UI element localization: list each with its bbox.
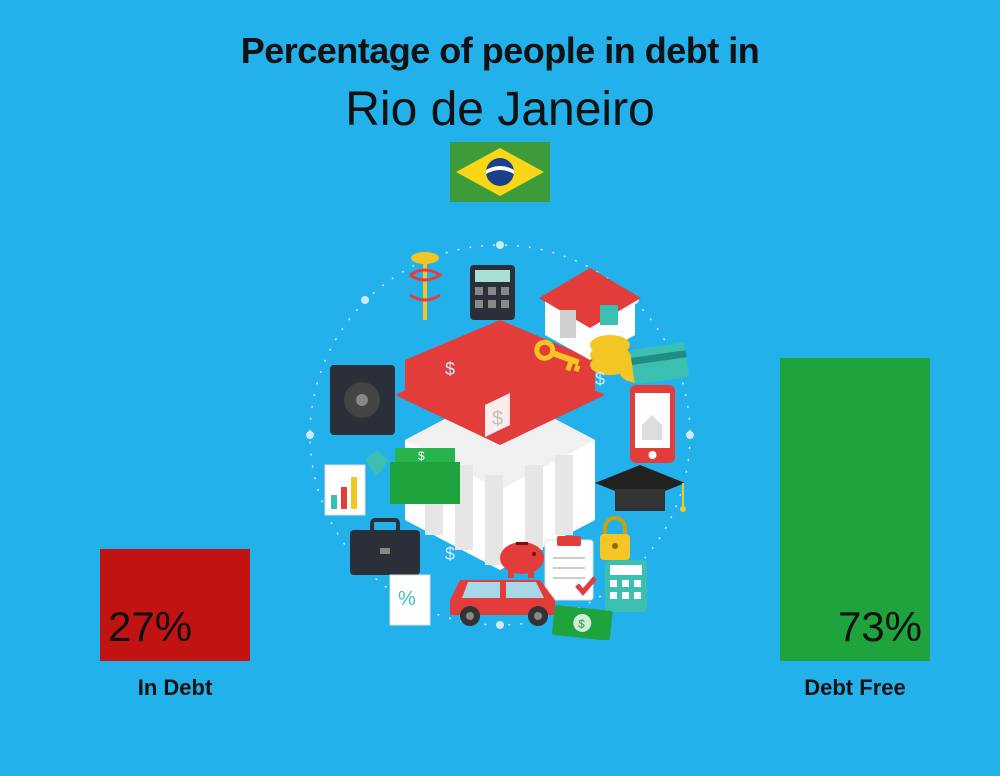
- diamond-icon: [365, 450, 389, 476]
- calculator2-icon: [605, 560, 647, 612]
- bar-debt-free-value: 73%: [838, 603, 922, 651]
- padlock-icon: [600, 518, 630, 560]
- car-icon: [450, 580, 555, 626]
- bar-debt-free-label: Debt Free: [780, 675, 930, 701]
- bar-in-debt-label: In Debt: [100, 675, 250, 701]
- clipboard-icon: [545, 536, 595, 600]
- percent-doc-icon: %: [390, 575, 430, 625]
- bar-in-debt-value: 27%: [108, 603, 192, 651]
- briefcase-icon: [350, 520, 420, 575]
- dollar-glyph-icon: $: [595, 369, 605, 389]
- piggybank-icon: [500, 542, 544, 578]
- brazil-flag-icon: [450, 142, 550, 202]
- phone-icon: [630, 385, 675, 463]
- svg-text:$: $: [418, 449, 425, 463]
- dollar-glyph-icon: $: [445, 359, 455, 379]
- finance-illustration: $ $: [295, 230, 705, 640]
- medical-icon: [410, 252, 440, 320]
- banknote-icon: $: [552, 605, 613, 640]
- title-city: Rio de Janeiro: [0, 82, 1000, 137]
- cash-stack-icon: $: [390, 448, 460, 504]
- bank-icon: $: [395, 320, 605, 570]
- flag-globe: [486, 158, 514, 186]
- title-supertitle: Percentage of people in debt in: [0, 30, 1000, 72]
- svg-text:%: %: [398, 588, 416, 610]
- gradcap-icon: [595, 465, 686, 512]
- calculator-icon: [470, 265, 515, 320]
- dollar-glyph-icon: $: [445, 544, 455, 564]
- barchart-mini-icon: [325, 465, 365, 515]
- safe-icon: [330, 365, 395, 435]
- credit-card-icon: [630, 342, 689, 384]
- svg-text:$: $: [492, 408, 503, 430]
